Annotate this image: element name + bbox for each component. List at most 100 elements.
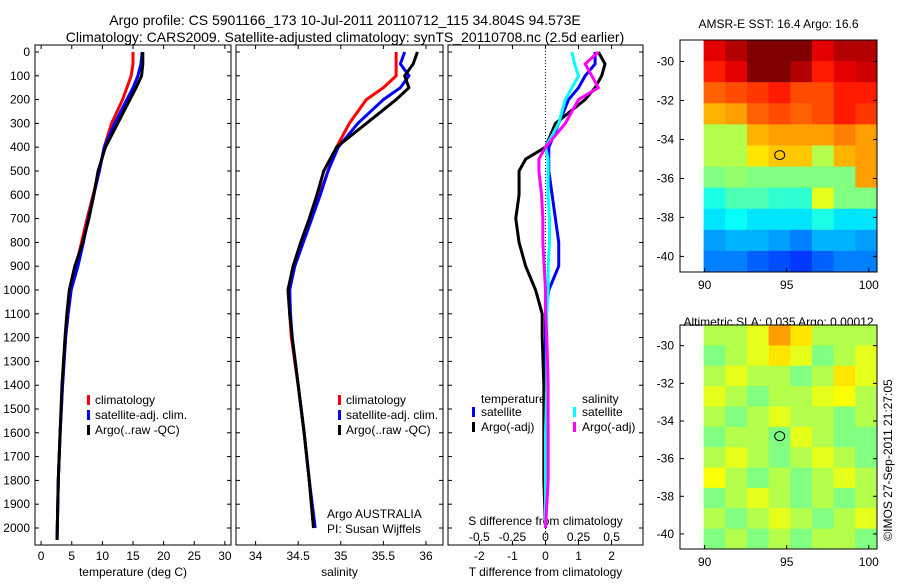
map-cell (790, 426, 813, 448)
map-cell (790, 447, 813, 469)
map-cell (833, 508, 856, 530)
map-cell (833, 166, 856, 189)
map-cell (811, 325, 835, 346)
map-cell (725, 166, 748, 189)
map-cell (811, 467, 835, 489)
map-cell (811, 528, 835, 550)
map-cell (746, 528, 770, 550)
title-line-2: Climatology: CARS2009. Satellite-adjuste… (66, 29, 624, 45)
map-cell (725, 345, 748, 367)
map-cell (790, 250, 813, 273)
map-cell (833, 467, 856, 489)
x-axis-label: salinity (321, 565, 358, 579)
map-cell (725, 145, 748, 168)
legend-label: Argo(-adj) (481, 420, 534, 434)
x-tick-label: -2 (474, 549, 485, 563)
map-cell (855, 145, 878, 168)
depth-tick-label: 900 (10, 259, 30, 273)
depth-tick-label: 1400 (3, 378, 30, 392)
map-cell (833, 103, 856, 125)
depth-tick-label: 300 (10, 116, 30, 130)
map-cell (855, 447, 878, 469)
map-cell (746, 61, 770, 83)
legend-label: satellite (481, 405, 522, 419)
lat-tick-label: -30 (657, 54, 675, 68)
lat-tick-label: -38 (657, 489, 675, 503)
legend-swatch (573, 422, 576, 432)
map-cell (703, 61, 726, 83)
map-cell (811, 386, 835, 407)
map-cell (768, 187, 791, 210)
map-cell (833, 426, 856, 448)
map-cell (746, 487, 770, 509)
map-cell (746, 365, 770, 387)
map-cell (725, 208, 748, 231)
map-cell (768, 487, 791, 509)
x-axis-label: T difference from climatology (469, 565, 623, 579)
credit-text: Argo AUSTRALIA (327, 507, 422, 521)
s-tick-label: -0.25 (499, 530, 527, 544)
map-cell (746, 103, 770, 125)
map-cell (768, 426, 791, 448)
depth-tick-label: 1100 (4, 307, 30, 321)
depth-tick-label: 100 (10, 69, 30, 83)
map-cell (790, 229, 813, 252)
lon-tick-label: 90 (698, 555, 712, 569)
depth-tick-label: 1600 (3, 426, 30, 440)
map-cell (790, 406, 813, 428)
map-cell (746, 145, 770, 168)
map-cell (768, 250, 791, 273)
map-cell (790, 103, 813, 125)
map-cell (811, 166, 835, 189)
lat-tick-label: -40 (657, 527, 675, 541)
map-cell (790, 208, 813, 231)
lon-tick-label: 95 (780, 555, 794, 569)
s-tick-label: 0 (542, 530, 549, 544)
legend-swatch (573, 407, 576, 417)
argo-location-marker (774, 150, 786, 161)
map-cell (855, 124, 878, 146)
map-cell (725, 250, 748, 273)
map-cell (833, 325, 856, 346)
map-cell (855, 345, 878, 367)
depth-tick-label: 500 (10, 164, 30, 178)
map-cell (855, 166, 878, 189)
legend-label: satellite-adj. clim. (95, 408, 187, 422)
map-cell (811, 124, 835, 146)
map-cell (746, 229, 770, 252)
map-cell (746, 124, 770, 146)
map-cell (790, 145, 813, 168)
map-cell (811, 250, 835, 273)
map-cell (855, 40, 878, 62)
x-tick-label: -1 (507, 549, 518, 563)
map-cell (833, 250, 856, 273)
map-cell (833, 40, 856, 62)
map-cell (725, 40, 748, 62)
lat-tick-label: -40 (657, 249, 675, 263)
pi-text: PI: Susan Wijffels (327, 522, 421, 536)
map-cell (768, 103, 791, 125)
map-cell (790, 345, 813, 367)
map-cell (768, 447, 791, 469)
map-cell (790, 124, 813, 146)
map-cell (855, 406, 878, 428)
map-cell (768, 166, 791, 189)
map-cell (703, 345, 726, 367)
map-cell (855, 386, 878, 407)
map-cell (833, 124, 856, 146)
s-tick-label: 0.5 (603, 530, 620, 544)
legend-label: climatology (346, 393, 406, 407)
x-tick-label: 34.5 (287, 549, 311, 563)
depth-tick-label: 600 (10, 188, 30, 202)
legend-header-temperature: temperature (481, 392, 546, 406)
x-axis-label: temperature (deg C) (79, 565, 187, 579)
map-cell (725, 426, 748, 448)
map-cell (855, 365, 878, 387)
map-cell (703, 406, 726, 428)
map-cell (703, 325, 726, 346)
map-cell (833, 386, 856, 407)
x-tick-label: 0 (38, 549, 45, 563)
s-tick-label: 0.25 (567, 530, 591, 544)
map-cell (855, 508, 878, 530)
map-cell (811, 345, 835, 367)
